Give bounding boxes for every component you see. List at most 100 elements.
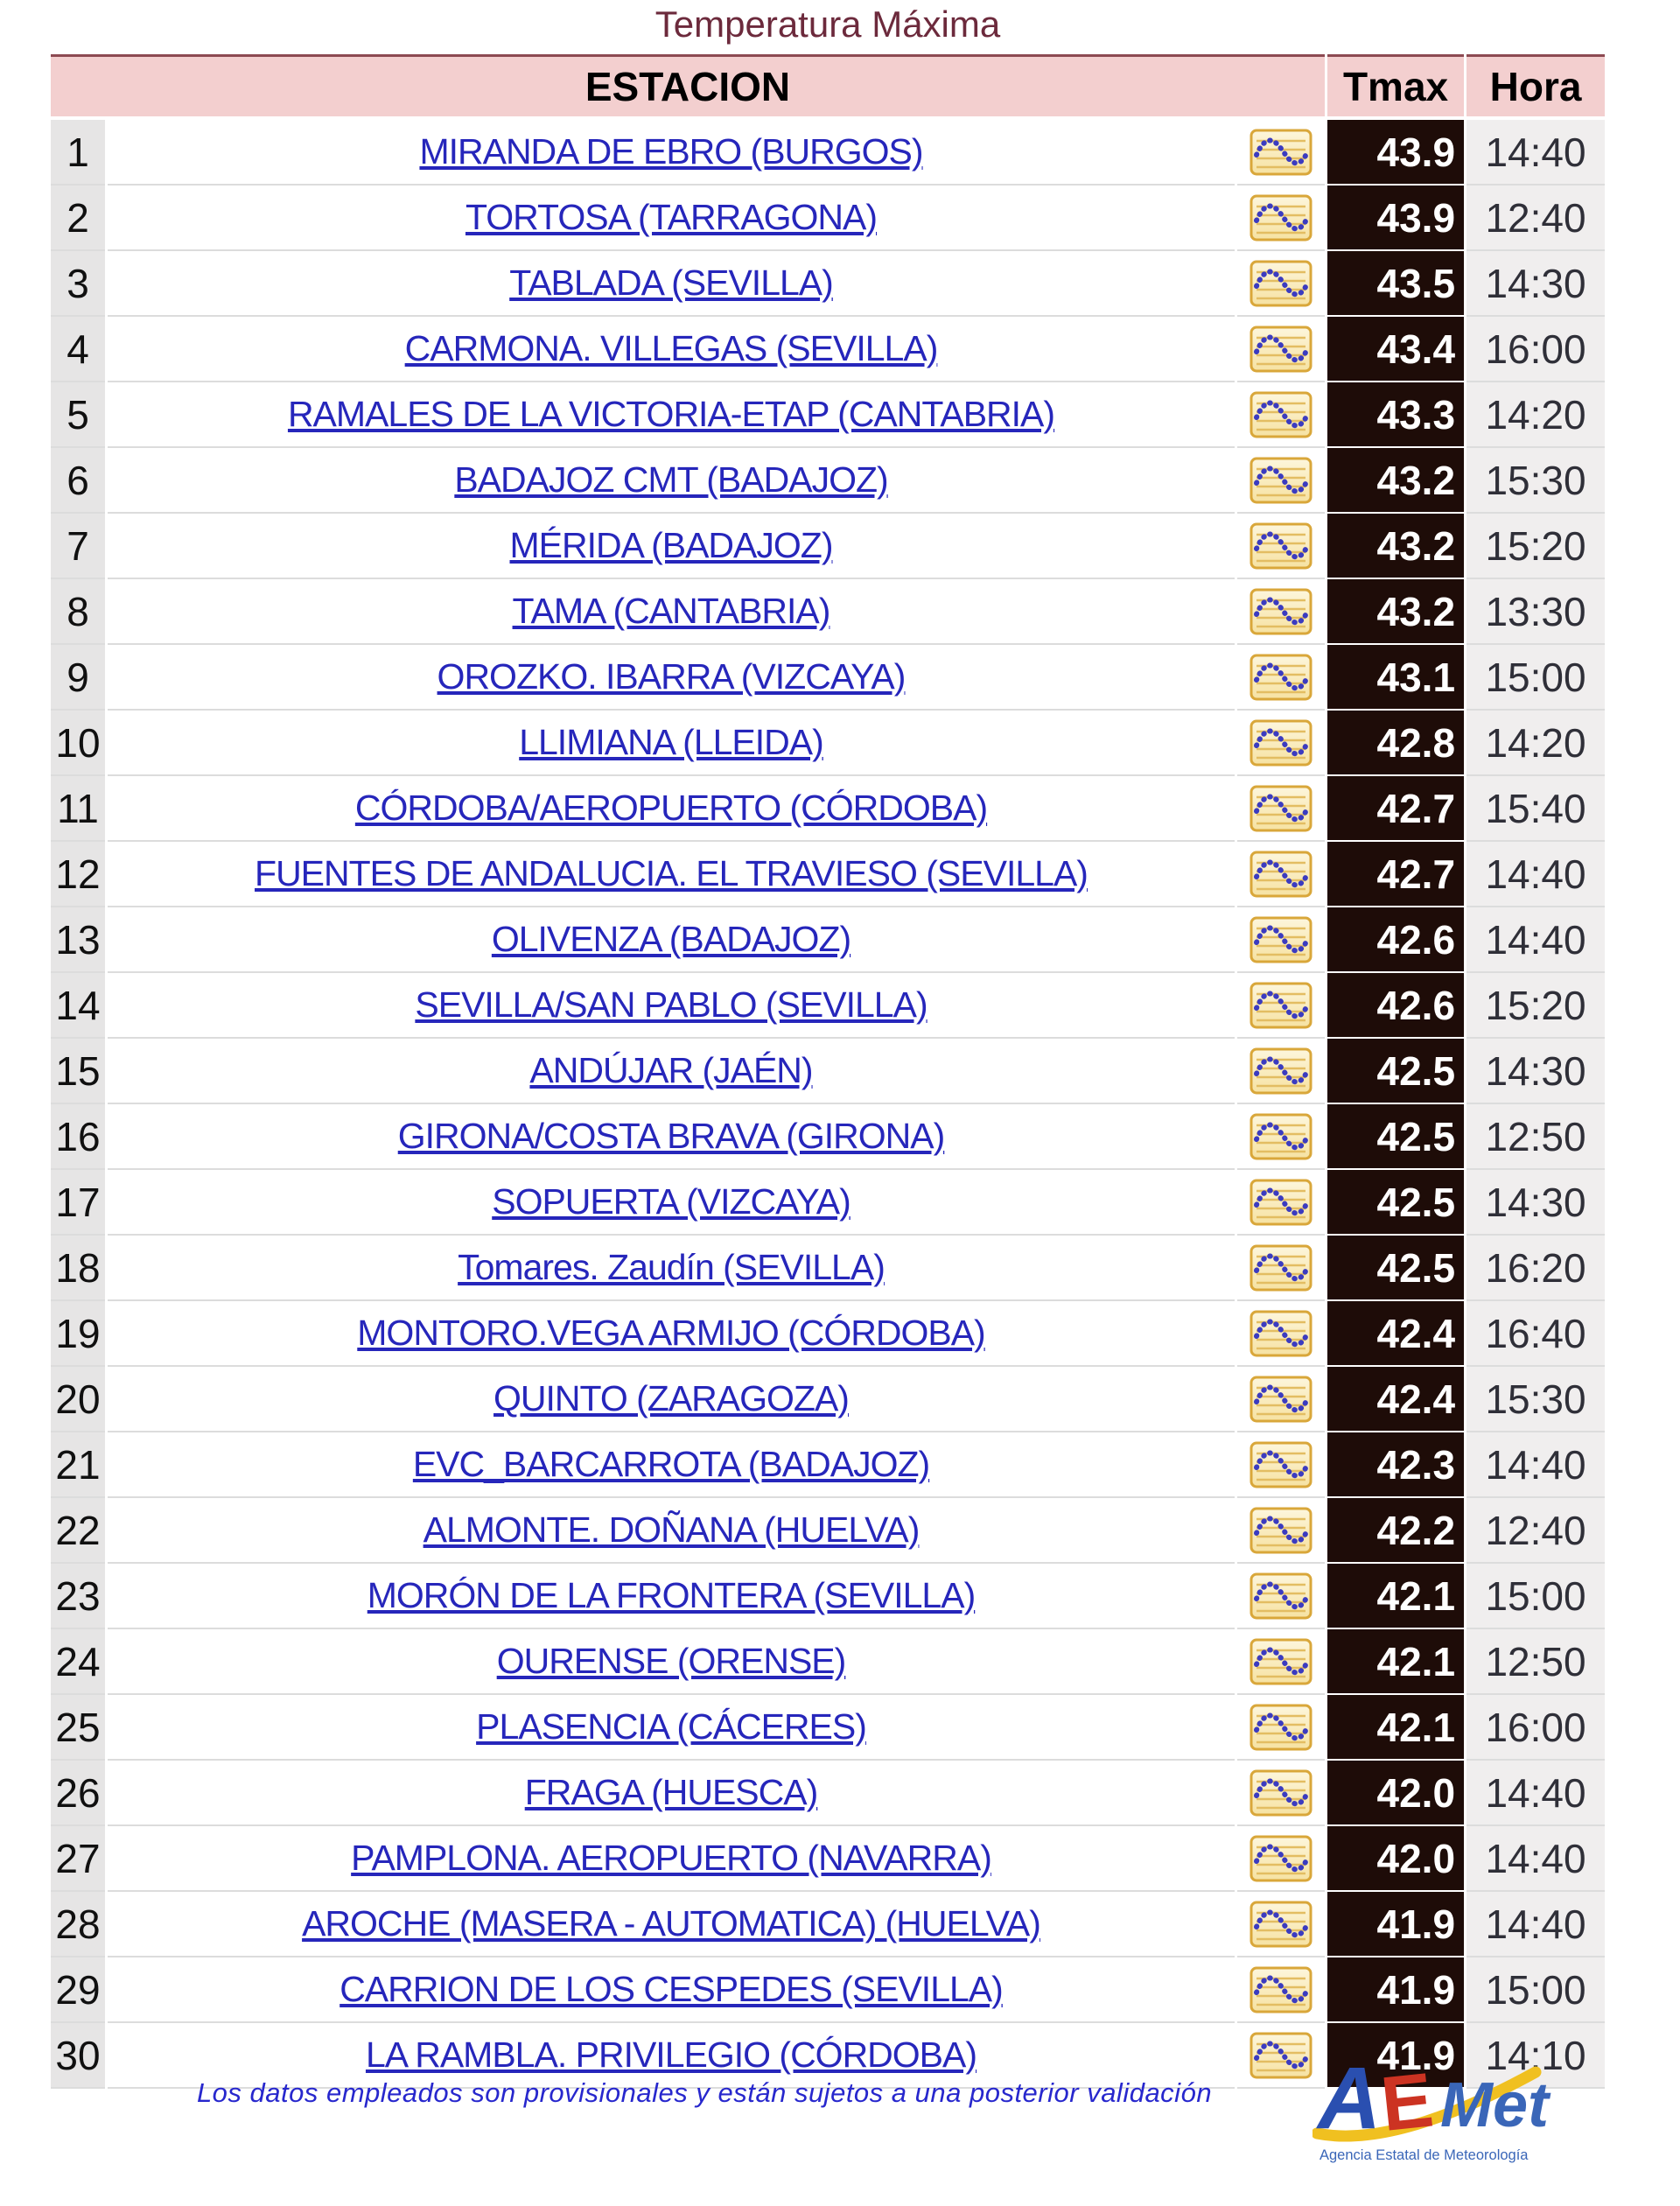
graph-icon-cell[interactable] <box>1237 842 1326 907</box>
graph-icon-cell[interactable] <box>1237 1170 1326 1236</box>
sparkline-graph-icon[interactable] <box>1250 1638 1312 1685</box>
graph-icon-cell[interactable] <box>1237 1629 1326 1695</box>
station-link[interactable]: OURENSE (ORENSE) <box>496 1641 847 1681</box>
station-link[interactable]: RAMALES DE LA VICTORIA-ETAP (CANTABRIA) <box>287 394 1055 434</box>
graph-icon-cell[interactable] <box>1237 1104 1326 1170</box>
station-link[interactable]: Tomares. Zaudín (SEVILLA) <box>458 1247 886 1287</box>
graph-icon-cell[interactable] <box>1237 2023 1326 2089</box>
graph-icon-cell[interactable] <box>1237 1761 1326 1826</box>
graph-icon-cell[interactable] <box>1237 251 1326 317</box>
sparkline-graph-icon[interactable] <box>1250 326 1312 373</box>
station-link[interactable]: LA RAMBLA. PRIVILEGIO (CÓRDOBA) <box>365 2034 977 2075</box>
station-link[interactable]: CARMONA. VILLEGAS (SEVILLA) <box>404 328 939 368</box>
graph-icon-cell[interactable] <box>1237 1957 1326 2023</box>
station-link[interactable]: AROCHE (MASERA - AUTOMATICA) (HUELVA) <box>302 1903 1041 1943</box>
graph-icon-cell[interactable] <box>1237 776 1326 842</box>
graph-icon-cell[interactable] <box>1237 186 1326 251</box>
station-link[interactable]: QUINTO (ZARAGOZA) <box>494 1378 850 1418</box>
sparkline-graph-icon[interactable] <box>1250 1769 1312 1817</box>
table-row: 14 SEVILLA/SAN PABLO (SEVILLA) 42.6 15:2… <box>51 973 1606 1039</box>
station-link[interactable]: ANDÚJAR (JAÉN) <box>529 1050 813 1090</box>
station-link[interactable]: BADAJOZ CMT (BADAJOZ) <box>454 459 888 500</box>
graph-icon-cell[interactable] <box>1237 973 1326 1039</box>
station-link[interactable]: SEVILLA/SAN PABLO (SEVILLA) <box>415 984 928 1025</box>
sparkline-graph-icon[interactable] <box>1250 916 1312 963</box>
graph-icon-cell[interactable] <box>1237 1301 1326 1367</box>
graph-icon-cell[interactable] <box>1237 448 1326 514</box>
sparkline-graph-icon[interactable] <box>1250 982 1312 1029</box>
graph-icon-cell[interactable] <box>1237 1367 1326 1432</box>
station-link[interactable]: CÓRDOBA/AEROPUERTO (CÓRDOBA) <box>354 788 988 828</box>
sparkline-graph-icon[interactable] <box>1250 1047 1312 1095</box>
sparkline-graph-icon[interactable] <box>1250 391 1312 438</box>
sparkline-graph-icon[interactable] <box>1250 1310 1312 1357</box>
sparkline-graph-icon[interactable] <box>1250 1835 1312 1882</box>
graph-icon-cell[interactable] <box>1237 907 1326 973</box>
hora-cell: 16:00 <box>1466 1695 1606 1761</box>
graph-icon-cell[interactable] <box>1237 1039 1326 1104</box>
sparkline-graph-icon[interactable] <box>1250 654 1312 701</box>
logo-letter-e: E <box>1377 2055 1438 2147</box>
graph-icon-cell[interactable] <box>1237 1236 1326 1301</box>
graph-icon-cell[interactable] <box>1237 579 1326 645</box>
station-link[interactable]: OLIVENZA (BADAJOZ) <box>491 919 851 959</box>
graph-icon-cell[interactable] <box>1237 1695 1326 1761</box>
sparkline-graph-icon[interactable] <box>1250 194 1312 242</box>
station-link[interactable]: FRAGA (HUESCA) <box>524 1772 819 1812</box>
graph-icon-cell[interactable] <box>1237 645 1326 711</box>
sparkline-graph-icon[interactable] <box>1250 785 1312 832</box>
graph-icon-cell[interactable] <box>1237 711 1326 776</box>
station-link[interactable]: MÉRIDA (BADAJOZ) <box>509 525 834 565</box>
sparkline-graph-icon[interactable] <box>1250 1901 1312 1948</box>
sparkline-graph-icon[interactable] <box>1250 2032 1312 2079</box>
graph-icon-cell[interactable] <box>1237 317 1326 382</box>
graph-icon-cell[interactable] <box>1237 1826 1326 1892</box>
station-link[interactable]: MIRANDA DE EBRO (BURGOS) <box>419 131 923 172</box>
station-link[interactable]: LLIMIANA (LLEIDA) <box>519 722 824 762</box>
sparkline-graph-icon[interactable] <box>1250 457 1312 504</box>
station-link[interactable]: SOPUERTA (VIZCAYA) <box>492 1181 851 1222</box>
column-header-estacion: ESTACION <box>51 54 1326 120</box>
hora-cell: 14:20 <box>1466 711 1606 776</box>
graph-icon-cell[interactable] <box>1237 1564 1326 1629</box>
station-link[interactable]: TORTOSA (TARRAGONA) <box>465 197 878 237</box>
sparkline-graph-icon[interactable] <box>1250 1704 1312 1751</box>
sparkline-graph-icon[interactable] <box>1250 260 1312 307</box>
sparkline-graph-icon[interactable] <box>1250 1572 1312 1620</box>
table-row: 21 EVC_BARCARROTA (BADAJOZ) 42.3 14:40 <box>51 1432 1606 1498</box>
sparkline-graph-icon[interactable] <box>1250 1179 1312 1226</box>
graph-icon-cell[interactable] <box>1237 120 1326 186</box>
tmax-cell: 43.2 <box>1327 448 1465 514</box>
graph-icon-cell[interactable] <box>1237 1432 1326 1498</box>
graph-icon-cell[interactable] <box>1237 514 1326 579</box>
station-link[interactable]: PAMPLONA. AEROPUERTO (NAVARRA) <box>351 1838 992 1878</box>
station-link[interactable]: GIRONA/COSTA BRAVA (GIRONA) <box>397 1116 946 1156</box>
sparkline-graph-icon[interactable] <box>1250 719 1312 767</box>
sparkline-graph-icon[interactable] <box>1250 1966 1312 2013</box>
sparkline-graph-icon[interactable] <box>1250 1113 1312 1160</box>
station-link[interactable]: MORÓN DE LA FRONTERA (SEVILLA) <box>367 1575 976 1615</box>
graph-icon-cell[interactable] <box>1237 1498 1326 1564</box>
station-link[interactable]: FUENTES DE ANDALUCIA. EL TRAVIESO (SEVIL… <box>255 853 1088 893</box>
station-link[interactable]: EVC_BARCARROTA (BADAJOZ) <box>412 1444 930 1484</box>
station-link[interactable]: MONTORO.VEGA ARMIJO (CÓRDOBA) <box>357 1313 985 1353</box>
station-link[interactable]: ALMONTE. DOÑANA (HUELVA) <box>423 1509 920 1550</box>
graph-icon-cell[interactable] <box>1237 382 1326 448</box>
sparkline-graph-icon[interactable] <box>1250 1244 1312 1292</box>
sparkline-graph-icon[interactable] <box>1250 1376 1312 1423</box>
sparkline-graph-icon[interactable] <box>1250 522 1312 570</box>
station-cell: OLIVENZA (BADAJOZ) <box>108 907 1235 973</box>
tmax-cell: 42.5 <box>1327 1236 1465 1301</box>
sparkline-graph-icon[interactable] <box>1250 1507 1312 1554</box>
station-link[interactable]: TABLADA (SEVILLA) <box>509 263 834 303</box>
sparkline-graph-icon[interactable] <box>1250 588 1312 635</box>
graph-icon-cell[interactable] <box>1237 1892 1326 1957</box>
station-link[interactable]: OROZKO. IBARRA (VIZCAYA) <box>437 656 906 697</box>
sparkline-graph-icon[interactable] <box>1250 129 1312 176</box>
station-link[interactable]: PLASENCIA (CÁCERES) <box>476 1706 867 1747</box>
station-link[interactable]: TAMA (CANTABRIA) <box>512 591 831 631</box>
station-link[interactable]: CARRION DE LOS CESPEDES (SEVILLA) <box>340 1969 1004 2009</box>
sparkline-graph-icon[interactable] <box>1250 851 1312 898</box>
logo-met: Met <box>1440 2070 1551 2140</box>
sparkline-graph-icon[interactable] <box>1250 1441 1312 1488</box>
